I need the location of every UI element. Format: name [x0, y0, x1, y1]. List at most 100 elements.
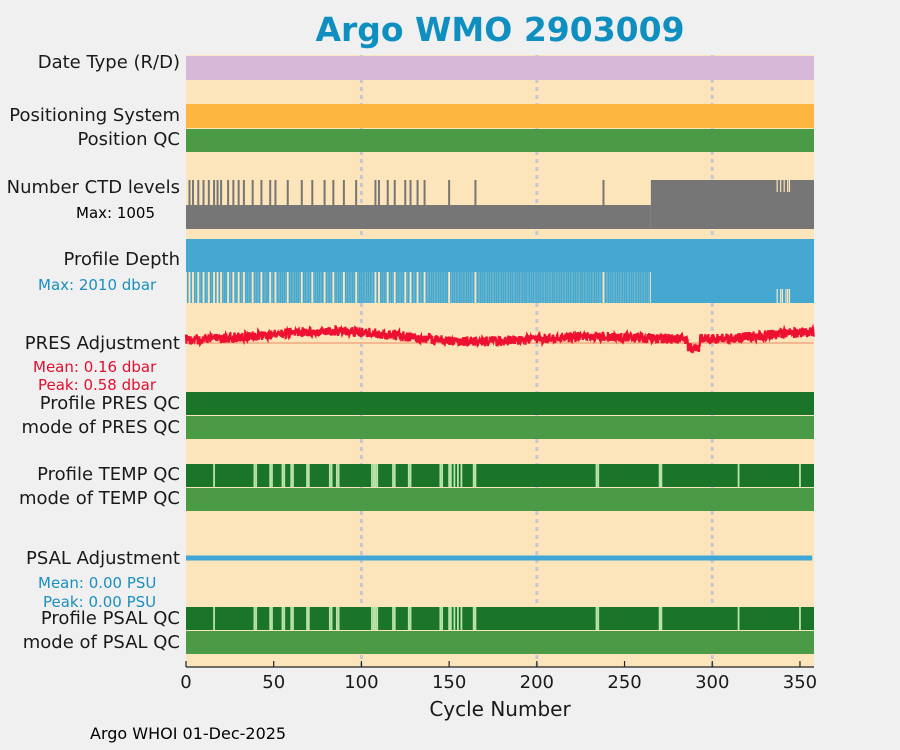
positioning-system-band [186, 104, 814, 128]
psal-qc-flag [448, 607, 451, 630]
x-tick-label: 300 [695, 672, 730, 693]
psal-qc-flag [392, 607, 394, 630]
temp-qc-flag [269, 464, 272, 487]
temp-qc-flag [460, 464, 463, 487]
temp-qc-flag [441, 464, 444, 487]
x-tick-label: 100 [344, 672, 379, 693]
temp-qc-flag [799, 464, 801, 487]
temp-qc-flag [213, 464, 215, 487]
label-profile-pres-qc: Profile PRES QC [39, 393, 180, 414]
temp-qc-flag [281, 464, 284, 487]
psal-qc-flag [658, 607, 661, 630]
label-ctd-levels: Number CTD levels [6, 177, 180, 198]
psal-qc-flag [337, 607, 340, 630]
temp-qc-flag [253, 464, 256, 487]
ctd-levels-area-early [186, 205, 651, 229]
label-profile-depth: Profile Depth [63, 249, 180, 270]
temp-qc-flag [407, 464, 410, 487]
temp-qc-flag [376, 464, 379, 487]
psal-qc-flag [472, 607, 475, 630]
psal-qc-flag [372, 607, 375, 630]
psal-qc-flag [335, 607, 338, 630]
temp-qc-flag [660, 464, 663, 487]
label-pres-mean: Mean: 0.16 dbar [33, 358, 157, 376]
profile-depth-area-late [650, 272, 814, 303]
temp-qc-flag [283, 464, 286, 487]
x-tick-label: 150 [431, 672, 467, 693]
psal-qc-flag [460, 607, 463, 630]
x-tick-label: 200 [519, 672, 555, 693]
psal-qc-flag [737, 607, 740, 630]
psal-qc-flag [407, 607, 410, 630]
temp-qc-flag [330, 464, 333, 487]
x-axis-label: Cycle Number [429, 697, 571, 721]
temp-qc-flag [306, 464, 308, 487]
profile-depth-area [186, 239, 814, 272]
psal-qc-flag [374, 607, 377, 630]
label-position-qc: Position QC [77, 129, 180, 150]
label-mode-pres-qc: mode of PRES QC [21, 417, 180, 438]
psal-qc-flag [253, 607, 256, 630]
psal-qc-flag [597, 607, 600, 630]
position-qc-band [186, 129, 814, 152]
label-profile-psal-qc: Profile PSAL QC [40, 608, 180, 629]
temp-qc-flag [453, 464, 456, 487]
mode-temp-qc-band [186, 488, 814, 511]
profile-pres-qc-band [186, 392, 814, 415]
temp-qc-flag [337, 464, 340, 487]
temp-qc-flag [271, 464, 273, 487]
label-mode-temp-qc: mode of TEMP QC [18, 488, 180, 509]
psal-qc-flag [660, 607, 663, 630]
psal-qc-flag [393, 607, 396, 630]
psal-qc-flag [371, 607, 373, 630]
temp-qc-flag [449, 464, 452, 487]
label-psal-peak: Peak: 0.00 PSU [43, 593, 157, 611]
temp-qc-flag [474, 464, 477, 487]
label-ctd-max: Max: 1005 [76, 204, 156, 222]
psal-qc-flag [376, 607, 379, 630]
temp-qc-flag [448, 464, 451, 487]
temp-qc-flag [372, 464, 375, 487]
label-psal-adjustment: PSAL Adjustment [25, 548, 180, 569]
profile-temp-qc-band [186, 464, 814, 487]
ctd-levels-area-late [650, 180, 814, 229]
temp-qc-flag [255, 464, 258, 487]
psal-qc-flag [449, 607, 452, 630]
psal-qc-flag [307, 607, 310, 630]
psal-qc-flag [328, 607, 331, 630]
temp-qc-flag [371, 464, 373, 487]
temp-qc-flag [307, 464, 310, 487]
plot-background [186, 55, 814, 667]
temp-qc-flag [737, 464, 740, 487]
temp-qc-flag [393, 464, 396, 487]
label-positioning-system: Positioning System [9, 105, 180, 126]
psal-qc-flag [595, 607, 598, 630]
x-tick-label: 50 [262, 672, 286, 693]
x-tick-label: 350 [782, 672, 818, 693]
psal-qc-flag [269, 607, 272, 630]
psal-qc-flag [306, 607, 308, 630]
date-type-band [186, 56, 814, 80]
psal-qc-flag [290, 607, 293, 630]
label-profile-temp-qc: Profile TEMP QC [37, 464, 180, 485]
psal-qc-flag [292, 607, 294, 630]
temp-qc-flag [409, 464, 412, 487]
label-pres-adjustment: PRES Adjustment [24, 333, 180, 354]
temp-qc-flag [658, 464, 661, 487]
chart-title: Argo WMO 2903009 [315, 10, 685, 49]
psal-qc-flag [330, 607, 333, 630]
temp-qc-flag [292, 464, 294, 487]
psal-qc-flag [213, 607, 215, 630]
psal-qc-flag [271, 607, 273, 630]
label-psal-mean: Mean: 0.00 PSU [38, 574, 157, 592]
label-date-type: Date Type (R/D) [37, 52, 180, 73]
psal-qc-flag [453, 607, 456, 630]
temp-qc-flag [392, 464, 394, 487]
label-mode-psal-qc: mode of PSAL QC [22, 632, 180, 653]
temp-qc-flag [290, 464, 293, 487]
psal-qc-flag [255, 607, 258, 630]
mode-pres-qc-band [186, 416, 814, 439]
psal-qc-flag [456, 607, 459, 630]
temp-qc-flag [335, 464, 338, 487]
